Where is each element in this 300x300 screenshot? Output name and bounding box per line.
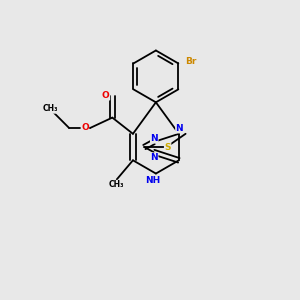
Text: Br: Br: [185, 57, 196, 66]
Text: CH₃: CH₃: [109, 180, 124, 189]
Text: CH₃: CH₃: [42, 104, 58, 113]
Text: N: N: [176, 124, 183, 133]
Text: O: O: [102, 91, 110, 100]
Text: S: S: [164, 142, 171, 152]
Text: O: O: [81, 123, 89, 132]
Text: NH: NH: [145, 176, 160, 184]
Text: N: N: [150, 153, 158, 162]
Text: N: N: [150, 134, 158, 143]
